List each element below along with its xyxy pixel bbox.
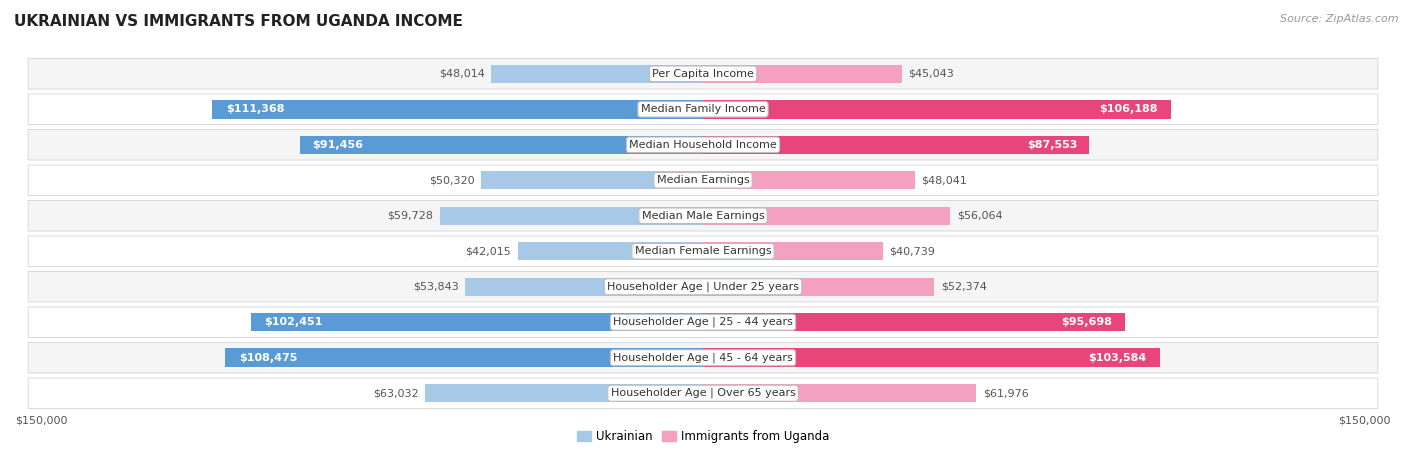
Bar [225,348,703,367]
FancyBboxPatch shape [28,94,1378,125]
Bar [212,100,703,119]
FancyBboxPatch shape [28,129,1378,160]
Bar [703,206,950,225]
Text: UKRAINIAN VS IMMIGRANTS FROM UGANDA INCOME: UKRAINIAN VS IMMIGRANTS FROM UGANDA INCO… [14,14,463,29]
Text: $91,456: $91,456 [312,140,363,150]
Text: Median Household Income: Median Household Income [628,140,778,150]
Bar [703,313,1125,332]
Text: $87,553: $87,553 [1028,140,1077,150]
Bar [703,348,1160,367]
Bar [299,135,703,154]
Text: Median Male Earnings: Median Male Earnings [641,211,765,221]
Text: $106,188: $106,188 [1099,104,1157,114]
Text: Householder Age | Under 25 years: Householder Age | Under 25 years [607,282,799,292]
Text: Householder Age | 45 - 64 years: Householder Age | 45 - 64 years [613,353,793,363]
Text: $61,976: $61,976 [983,388,1029,398]
Text: $53,843: $53,843 [413,282,458,292]
Text: $42,015: $42,015 [465,246,510,256]
Bar [465,277,703,296]
FancyBboxPatch shape [28,200,1378,231]
Bar [517,242,703,261]
Legend: Ukrainian, Immigrants from Uganda: Ukrainian, Immigrants from Uganda [572,425,834,448]
Text: $103,584: $103,584 [1088,353,1146,363]
Text: Householder Age | Over 65 years: Householder Age | Over 65 years [610,388,796,398]
Bar [703,242,883,261]
Text: Median Female Earnings: Median Female Earnings [634,246,772,256]
Text: Median Family Income: Median Family Income [641,104,765,114]
Text: $59,728: $59,728 [387,211,433,221]
FancyBboxPatch shape [28,378,1378,409]
Bar [440,206,703,225]
Text: $48,014: $48,014 [439,69,485,79]
Text: $45,043: $45,043 [908,69,955,79]
Text: Source: ZipAtlas.com: Source: ZipAtlas.com [1281,14,1399,24]
Bar [703,64,901,83]
Text: $40,739: $40,739 [890,246,935,256]
Text: $56,064: $56,064 [957,211,1002,221]
Bar [425,384,703,403]
Text: $52,374: $52,374 [941,282,987,292]
Text: $48,041: $48,041 [921,175,967,185]
Bar [703,100,1171,119]
Bar [703,171,915,190]
Bar [481,171,703,190]
Text: $63,032: $63,032 [373,388,419,398]
FancyBboxPatch shape [28,307,1378,338]
Text: Median Earnings: Median Earnings [657,175,749,185]
Bar [703,277,934,296]
Text: $95,698: $95,698 [1062,317,1112,327]
FancyBboxPatch shape [28,58,1378,89]
Text: $108,475: $108,475 [239,353,297,363]
Text: Per Capita Income: Per Capita Income [652,69,754,79]
Bar [703,135,1090,154]
Bar [252,313,703,332]
Text: Householder Age | 25 - 44 years: Householder Age | 25 - 44 years [613,317,793,327]
Text: $50,320: $50,320 [429,175,474,185]
FancyBboxPatch shape [28,271,1378,302]
FancyBboxPatch shape [28,236,1378,267]
Bar [491,64,703,83]
Text: $102,451: $102,451 [264,317,323,327]
FancyBboxPatch shape [28,342,1378,373]
Text: $111,368: $111,368 [226,104,285,114]
Bar [703,384,976,403]
FancyBboxPatch shape [28,165,1378,196]
